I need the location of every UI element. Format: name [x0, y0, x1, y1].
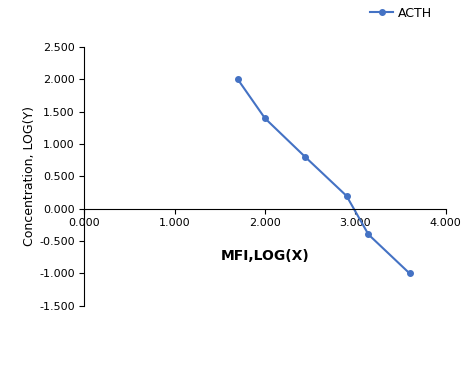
ACTH	[235, 77, 241, 82]
ACTH	[262, 116, 268, 121]
ACTH	[407, 271, 412, 276]
ACTH	[303, 155, 308, 160]
Legend: ACTH: ACTH	[371, 7, 432, 20]
X-axis label: MFI,LOG(X): MFI,LOG(X)	[220, 249, 310, 263]
Y-axis label: Concentration, LOG(Y): Concentration, LOG(Y)	[23, 106, 36, 247]
ACTH	[366, 232, 371, 237]
ACTH	[344, 194, 349, 198]
Line: ACTH: ACTH	[235, 76, 412, 276]
